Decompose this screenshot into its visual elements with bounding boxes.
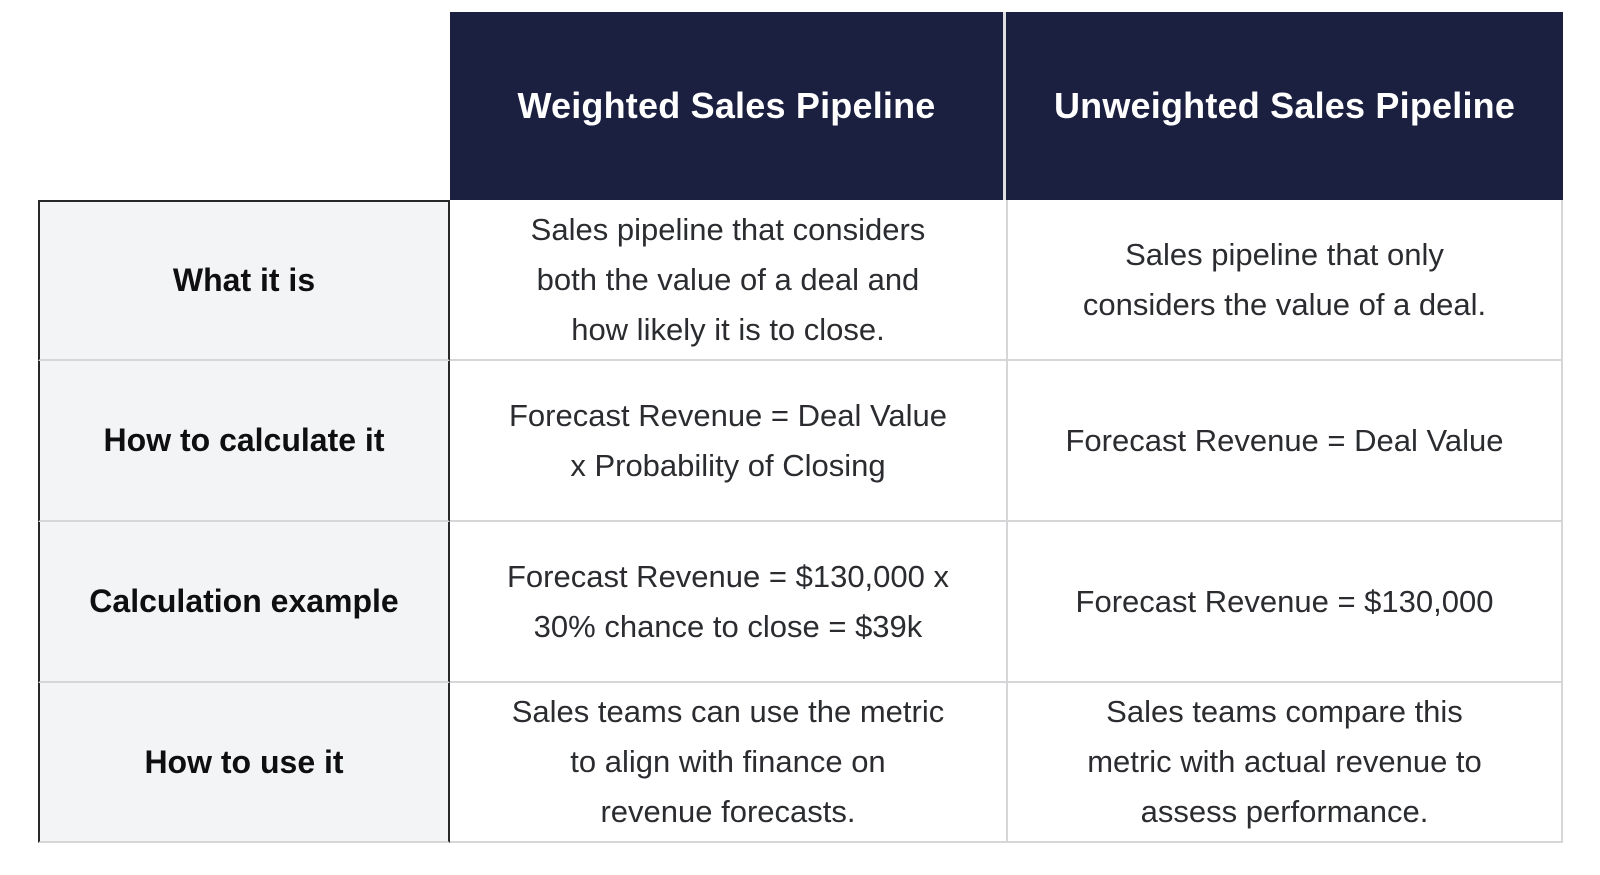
row-label-how-to-calculate-it: How to calculate it xyxy=(38,361,450,522)
cell-how-to-calculate-it-unweighted: Forecast Revenue = Deal Value xyxy=(1006,361,1563,522)
cell-calculation-example-unweighted: Forecast Revenue = $130,000 xyxy=(1006,522,1563,683)
header-unweighted-sales-pipeline: Unweighted Sales Pipeline xyxy=(1006,12,1563,200)
row-label-how-to-use-it: How to use it xyxy=(38,683,450,843)
corner-cell xyxy=(38,12,450,200)
comparison-table: Weighted Sales Pipeline Unweighted Sales… xyxy=(38,12,1563,843)
cell-how-to-use-it-unweighted: Sales teams compare this metric with act… xyxy=(1006,683,1563,843)
cell-what-it-is-weighted: Sales pipeline that considers both the v… xyxy=(450,200,1006,361)
cell-how-to-calculate-it-weighted: Forecast Revenue = Deal Value x Probabil… xyxy=(450,361,1006,522)
header-weighted-sales-pipeline: Weighted Sales Pipeline xyxy=(450,12,1006,200)
row-label-calculation-example: Calculation example xyxy=(38,522,450,683)
row-label-what-it-is: What it is xyxy=(38,200,450,361)
cell-calculation-example-weighted: Forecast Revenue = $130,000 x 30% chance… xyxy=(450,522,1006,683)
cell-what-it-is-unweighted: Sales pipeline that only considers the v… xyxy=(1006,200,1563,361)
cell-how-to-use-it-weighted: Sales teams can use the metric to align … xyxy=(450,683,1006,843)
